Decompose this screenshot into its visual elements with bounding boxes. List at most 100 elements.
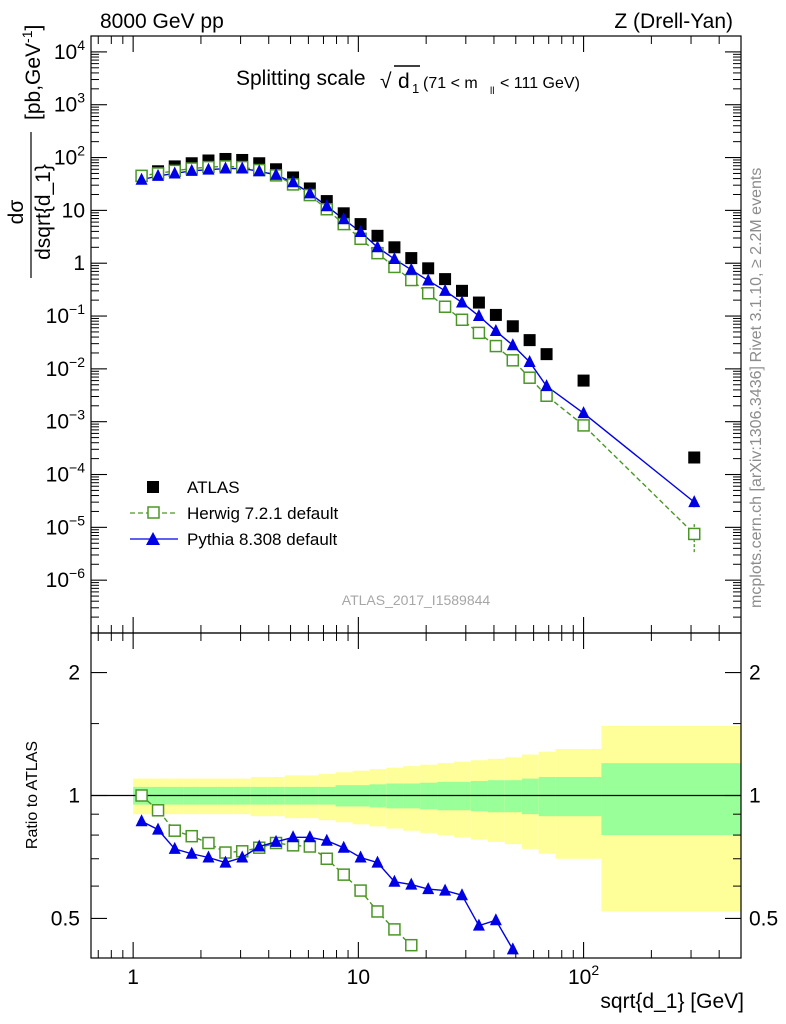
herwig-point [523, 371, 536, 384]
herwig-point [421, 287, 435, 300]
atlas-point [577, 374, 590, 387]
y-tick-label: 103 [54, 90, 85, 117]
ratio-pythia-point [371, 855, 384, 868]
plot-title: Splitting scale √ d 1 (71 < m ll < 111 G… [236, 65, 580, 97]
ratio-y-tick-label-left: 2 [68, 662, 80, 685]
pythia-point [506, 338, 519, 351]
x-axis-title: sqrt{d_1} [GeV] [600, 990, 744, 1013]
atlas-point [354, 218, 367, 231]
legend-atlas-label: ATLAS [187, 478, 240, 497]
atlas-point [540, 348, 553, 361]
atlas-point [253, 157, 266, 170]
atlas-point [472, 296, 485, 309]
header-right: Z (Drell-Yan) [614, 10, 733, 33]
band-inner-bin [555, 776, 602, 817]
pythia-point [135, 172, 148, 185]
pythia-point [219, 161, 232, 174]
ratio-herwig-point [371, 905, 384, 918]
y-tick-label: 10−6 [46, 565, 86, 592]
pythia-point [354, 224, 367, 237]
legend: ATLAS Herwig 7.2.1 default Pythia 8.308 … [130, 478, 338, 549]
herwig-point [577, 419, 590, 432]
atlas-point [405, 252, 418, 265]
legend-pythia-marker [146, 532, 160, 545]
ratio-herwig-point [320, 852, 334, 866]
pythia-point [688, 495, 701, 508]
ratio-pythia-point [320, 833, 333, 846]
atlas-point [489, 308, 502, 321]
x-tick-label: 10 [347, 966, 370, 989]
pythia-point [236, 161, 249, 174]
atlas-point [439, 273, 452, 286]
pythia-point [540, 379, 553, 392]
ylabel-numerator: dσ [5, 200, 28, 225]
pythia-point [152, 168, 165, 181]
ratio-herwig-point [168, 824, 181, 837]
ratio-herwig-point [185, 829, 198, 843]
pythia-point [439, 283, 452, 296]
ratio-y-tick-label-left: 0.5 [51, 907, 80, 930]
ratio-y-tick-label-right: 1 [749, 785, 761, 808]
ratio-pythia-point [506, 942, 519, 955]
legend-pythia-label: Pythia 8.308 default [187, 530, 338, 549]
ratio-y-tick-label-left: 1 [68, 785, 80, 808]
pythia-point [270, 167, 283, 180]
y-tick-label: 10−2 [46, 354, 86, 381]
y-tick-label: 102 [54, 143, 85, 170]
y-tick-label: 1 [73, 252, 85, 275]
atlas-point [422, 262, 435, 275]
pythia-point [577, 406, 590, 419]
pythia-point [405, 262, 418, 275]
header-left: 8000 GeV pp [100, 10, 224, 33]
ratio-pythia-point [185, 846, 198, 859]
y-tick-label: 10 [62, 199, 85, 222]
sqrt-argument: d [398, 70, 410, 93]
band-inner-bin [521, 778, 539, 815]
pythia-point [253, 164, 266, 177]
band-inner-bin [470, 781, 488, 812]
ratio-y-tick-label-right: 2 [749, 662, 761, 685]
ylabel-unit-open: [pb,GeV-1] [19, 25, 45, 120]
pythia-point [388, 252, 401, 265]
herwig-point [455, 313, 469, 327]
pythia-point [455, 295, 468, 308]
pythia-point [303, 186, 316, 199]
main-y-axis-title: dσ dsqrt{d_1} [pb,GeV-1] [5, 25, 55, 278]
pythia-point [337, 212, 350, 225]
mass-cut-subscript: ll [490, 86, 494, 97]
legend-herwig-marker [147, 506, 160, 519]
ratio-pythia-point [219, 855, 232, 868]
ratio-pythia-point [472, 918, 485, 931]
ratio-herwig-point [388, 923, 401, 936]
pythia-point [371, 240, 384, 253]
ratio-pythia-point [236, 850, 249, 863]
plot-title-main: Splitting scale [236, 67, 366, 90]
ratio-pythia-point [202, 850, 215, 863]
herwig-point [687, 527, 701, 541]
atlas-point [388, 241, 401, 254]
ylabel-denominator: dsqrt{d_1} [32, 164, 55, 260]
pythia-point [168, 166, 181, 179]
ratio-pythia-point [337, 840, 350, 853]
ratio-pythia-point [152, 822, 165, 835]
herwig-point [489, 339, 503, 353]
x-tick-label: 102 [568, 962, 599, 989]
ratio-herwig-point [405, 938, 418, 952]
y-tick-label: 104 [54, 37, 85, 64]
ratio-pythia-point [354, 850, 367, 863]
ratio-pythia-point [388, 874, 401, 887]
legend-atlas-marker [147, 481, 159, 493]
ratio-pythia-point [253, 839, 266, 852]
ratio-herwig-point [303, 840, 317, 853]
legend-herwig-label: Herwig 7.2.1 default [187, 504, 338, 523]
y-tick-label: 10−1 [46, 301, 86, 328]
ratio-pythia-point [135, 814, 148, 827]
sqrt-symbol: √ [380, 70, 392, 93]
pythia-point [320, 199, 333, 212]
ratio-pythia-point [489, 913, 502, 926]
atlas-point [523, 334, 536, 347]
herwig-point [506, 354, 520, 367]
ratio-pythia-point [270, 834, 283, 847]
y-tick-label: 10−4 [46, 460, 86, 487]
ratio-y-axis-title: Ratio to ATLAS [24, 741, 41, 849]
